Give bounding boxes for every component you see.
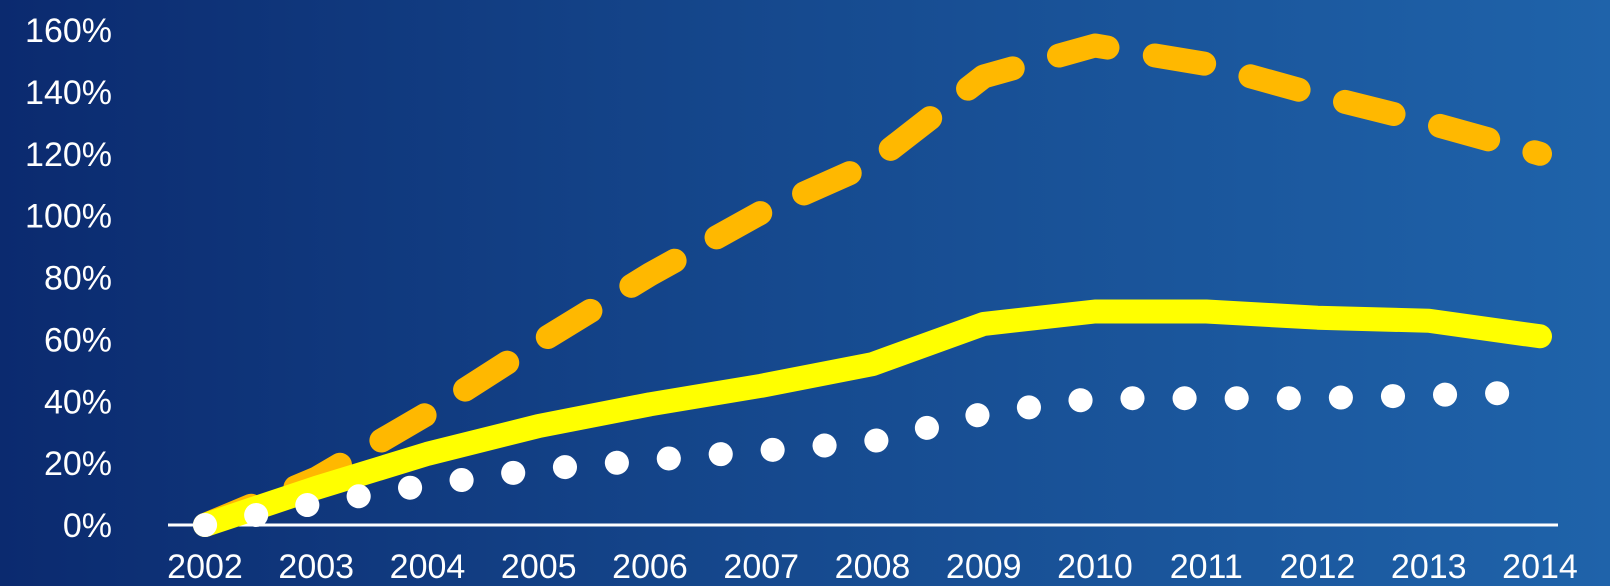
- x-tick-label: 2011: [1170, 548, 1243, 586]
- y-tick-label: 40%: [44, 383, 112, 421]
- data-point: [427, 484, 429, 486]
- data-point: [649, 459, 651, 461]
- y-tick-label: 20%: [44, 445, 112, 483]
- x-tick-label: 2009: [946, 548, 1022, 586]
- series-lines: [193, 33, 1552, 537]
- x-tick-label: 2002: [167, 548, 243, 586]
- data-point: [1317, 94, 1319, 96]
- series-line-dashed: [193, 33, 1552, 537]
- x-tick-label: 2012: [1280, 548, 1356, 586]
- y-axis-tick-labels: 0% 20% 40% 60% 80% 100% 120% 140% 160%: [25, 12, 112, 545]
- data-point: [1317, 397, 1319, 399]
- data-point: [1539, 391, 1541, 393]
- y-tick-label: 100%: [25, 198, 112, 236]
- y-tick-label: 120%: [25, 136, 112, 174]
- x-tick-label: 2006: [612, 548, 688, 586]
- x-tick-label: 2003: [278, 548, 354, 586]
- x-axis-tick-labels: 2002 2003 2004 2005 2006 2007 2008 2009 2010 2011…: [167, 548, 1578, 586]
- series-line-solid: [193, 299, 1552, 537]
- y-tick-label: 0%: [63, 507, 112, 545]
- x-tick-label: 2007: [723, 548, 799, 586]
- x-tick-label: 2004: [390, 548, 466, 586]
- x-tick-label: 2010: [1057, 548, 1133, 586]
- y-tick-label: 60%: [44, 321, 112, 359]
- x-tick-label: 2005: [501, 548, 577, 586]
- y-tick-label: 140%: [25, 74, 112, 112]
- data-point: [538, 468, 540, 470]
- series-line-dotted: [193, 380, 1552, 537]
- x-tick-label: 2013: [1391, 548, 1467, 586]
- data-point: [872, 162, 874, 164]
- y-tick-label: 80%: [44, 260, 112, 298]
- data-point: [1094, 397, 1096, 399]
- data-point: [1205, 397, 1207, 399]
- x-tick-label: 2014: [1502, 548, 1578, 586]
- y-tick-label: 160%: [25, 12, 112, 50]
- x-tick-label: 2008: [835, 548, 911, 586]
- data-point: [1428, 394, 1430, 396]
